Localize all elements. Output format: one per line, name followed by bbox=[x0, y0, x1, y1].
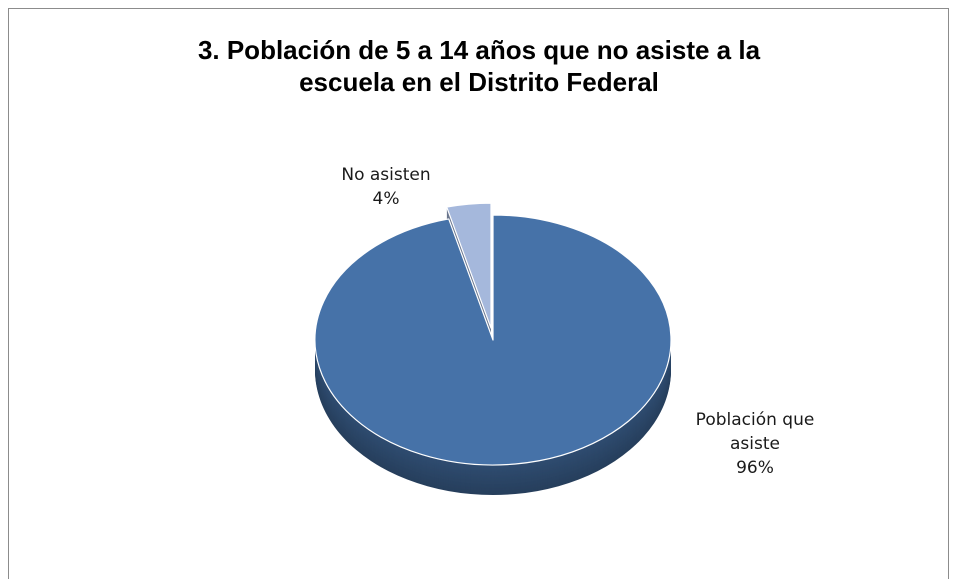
data-label-poblacion-que-asiste: Población que asiste 96% bbox=[695, 410, 815, 478]
chart-title-line-1: 3. Población de 5 a 14 años que no asist… bbox=[197, 35, 761, 65]
chart-title-line-2: escuela en el Distrito Federal bbox=[299, 67, 659, 97]
chart-title: 3. Población de 5 a 14 años que no asist… bbox=[0, 34, 958, 98]
pie-top-layer bbox=[314, 202, 672, 466]
pie-slice-poblaci-n-que-asiste bbox=[314, 214, 672, 466]
data-label-no-asisten: No asisten 4% bbox=[341, 165, 431, 209]
pie-slice-no-asisten bbox=[446, 202, 492, 329]
